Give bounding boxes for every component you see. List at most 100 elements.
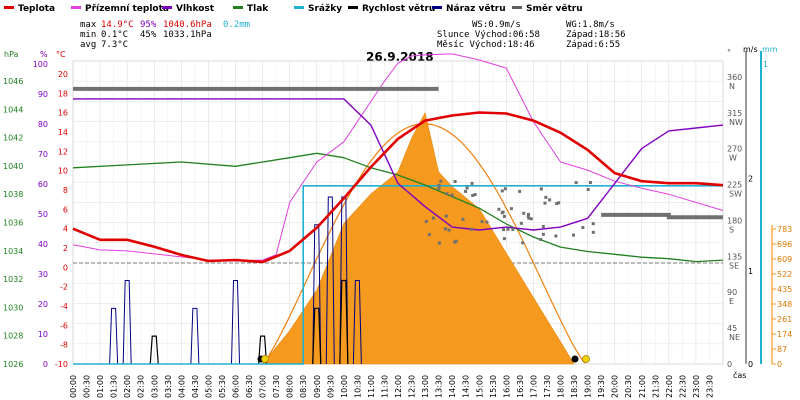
wind-direction-point <box>444 214 448 218</box>
wind-direction-point <box>544 195 548 199</box>
wind-direction-point <box>450 193 454 197</box>
wind-direction-point <box>526 214 530 218</box>
wind-direction-point <box>427 233 431 237</box>
time-tick: 00:00 <box>69 375 78 398</box>
wind-direction-point <box>529 217 533 221</box>
dir-tick: 135 <box>727 252 742 261</box>
temp-tick: -2 <box>60 283 68 292</box>
temp-unit: °C <box>56 50 66 59</box>
time-tick: 17:30 <box>543 375 552 398</box>
dir-compass-label: NE <box>729 333 740 342</box>
temp-tick: 10 <box>58 167 68 176</box>
wind-direction-point <box>539 238 543 242</box>
legend-swatch <box>348 6 358 9</box>
sunrise-marker <box>257 355 269 363</box>
dir-compass-label: S <box>729 225 734 234</box>
hpa-unit: hPa <box>4 50 19 59</box>
solar-tick: 174 <box>777 330 792 339</box>
moon-icon <box>571 355 579 363</box>
wind-unit: m/s <box>743 45 758 54</box>
wind-peak <box>257 335 268 365</box>
pct-tick: 10 <box>38 330 48 339</box>
time-tick: 01:30 <box>110 375 119 398</box>
time-tick: 10:30 <box>353 375 362 398</box>
hpa-tick: 1034 <box>3 247 23 256</box>
solar-theoretical-line <box>262 123 586 365</box>
info-moon-rise: Měsíc Východ:18:46 <box>437 40 535 50</box>
wind-peak <box>312 307 322 365</box>
wind-direction-point <box>527 212 531 216</box>
wind-direction-point <box>471 193 475 197</box>
dir-compass-label: E <box>729 297 734 306</box>
wind-direction-point <box>591 230 595 234</box>
stat-avg-temp: 7.3°C <box>101 40 128 50</box>
wind-tick: 1 <box>748 267 753 276</box>
rain-unit: mm <box>762 45 778 54</box>
dir-tick: 360 <box>727 73 742 82</box>
time-tick: 13:00 <box>421 375 430 398</box>
solar-area <box>262 111 575 365</box>
wind-direction-point <box>470 227 474 231</box>
time-tick: 11:00 <box>367 375 376 398</box>
time-tick: 21:00 <box>638 375 647 398</box>
temp-tick: -6 <box>60 321 68 330</box>
pct-tick: 70 <box>38 150 48 159</box>
time-tick: 13:30 <box>435 375 444 398</box>
time-axis-label: čas <box>733 370 746 380</box>
gust-peak <box>231 279 240 365</box>
solar-tick: 522 <box>777 270 792 279</box>
legend-swatch <box>432 6 442 9</box>
wind-direction-point <box>555 202 559 206</box>
legend-swatch <box>294 6 304 9</box>
hpa-tick: 1026 <box>3 360 23 369</box>
hpa-tick: 1038 <box>3 190 23 199</box>
dir-tick: 90 <box>727 288 737 297</box>
time-tick: 20:00 <box>611 375 620 398</box>
hpa-tick: 1044 <box>3 105 23 114</box>
time-tick: 08:30 <box>299 375 308 398</box>
wind-direction-point <box>439 179 443 183</box>
time-tick: 02:30 <box>137 375 146 398</box>
wind-direction-point <box>437 186 441 190</box>
pct-tick: 80 <box>38 120 48 129</box>
legend-label: Teplota <box>18 4 55 14</box>
pct-tick: 100 <box>33 60 48 69</box>
wind-direction-point <box>511 227 515 231</box>
legend: Teplota Přízemní teplota Vlhkost Tlak Srážky… <box>4 3 583 14</box>
wind-direction-point <box>574 181 578 185</box>
dir-compass-label: NW <box>729 118 743 127</box>
pct-tick: 20 <box>38 300 48 309</box>
pct-tick: 60 <box>38 180 48 189</box>
wind-direction-point <box>518 189 522 193</box>
legend-label: Směr větru <box>526 3 583 14</box>
time-tick: 07:00 <box>259 375 268 398</box>
temp-tick: 2 <box>63 244 68 253</box>
temp-tick: -8 <box>60 341 68 350</box>
time-tick: 01:00 <box>96 375 105 398</box>
solar-tick: 696 <box>777 240 792 249</box>
wind-direction-point <box>500 211 504 215</box>
legend-label: Srážky <box>308 4 342 14</box>
info-sun-set: Západ:18:56 <box>566 30 626 40</box>
wind-direction-point <box>506 227 510 231</box>
dir-tick: 0 <box>727 360 732 369</box>
dir-tick: 315 <box>727 109 742 118</box>
pct-tick: 0 <box>43 360 48 369</box>
hpa-tick: 1028 <box>3 332 23 341</box>
stat-min-press: 1033.1hPa <box>163 30 212 40</box>
time-tick: 03:00 <box>150 375 159 398</box>
wind-direction-point <box>464 189 468 193</box>
stat-avg-label: avg <box>80 40 96 50</box>
solar-tick: 435 <box>777 285 792 294</box>
wind-tick: 2 <box>748 174 753 183</box>
wind-direction-point <box>548 198 552 202</box>
time-tick: 04:00 <box>177 375 186 398</box>
time-tick: 12:00 <box>394 375 403 398</box>
stat-max-rain: 0.2mm <box>223 20 250 30</box>
time-tick: 14:00 <box>448 375 457 398</box>
stat-max-hum: 95% <box>140 20 157 30</box>
pct-tick: 40 <box>38 240 48 249</box>
wind-direction-point <box>453 180 457 184</box>
temp-tick: 20 <box>58 70 68 79</box>
wind-direction-point <box>503 187 507 191</box>
